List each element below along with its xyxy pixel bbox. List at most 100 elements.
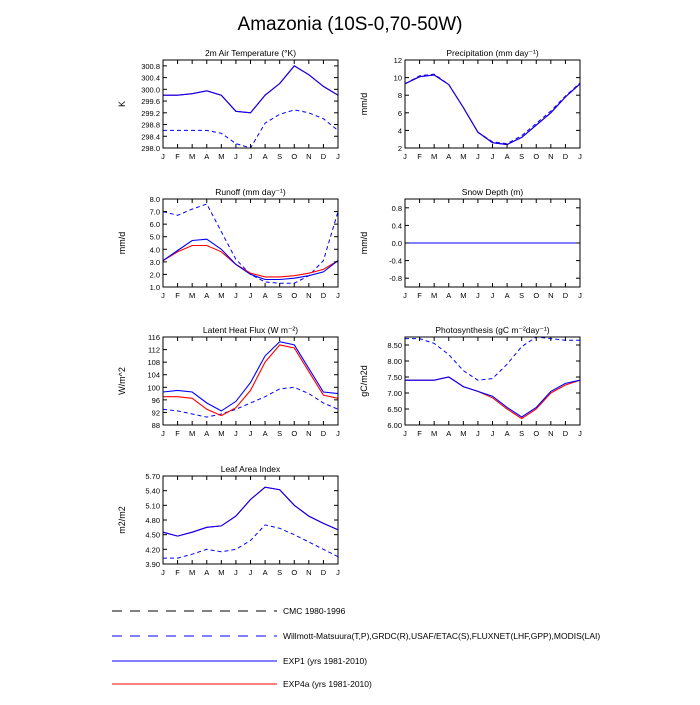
y-tick-label: 104 bbox=[147, 371, 160, 380]
series-line-obs bbox=[162, 203, 339, 284]
x-tick-label: F bbox=[175, 429, 180, 438]
x-tick-label: J bbox=[491, 291, 495, 300]
x-tick-label: M bbox=[431, 152, 437, 161]
x-tick-label: O bbox=[291, 429, 297, 438]
x-tick-label: M bbox=[431, 429, 437, 438]
x-tick-label: J bbox=[491, 152, 495, 161]
x-tick-label: J bbox=[234, 291, 238, 300]
series-line-exp4a bbox=[162, 486, 339, 537]
y-tick-label: 108 bbox=[147, 358, 160, 367]
series-line-exp1 bbox=[163, 65, 339, 114]
y-tick-label: 298.4 bbox=[141, 132, 160, 141]
x-tick-label: O bbox=[291, 568, 297, 577]
x-tick-label: J bbox=[249, 568, 253, 577]
x-tick-label: S bbox=[277, 568, 282, 577]
x-tick-label: A bbox=[505, 291, 510, 300]
x-tick-label: D bbox=[563, 429, 569, 438]
x-tick-label: J bbox=[336, 429, 340, 438]
x-tick-label: M bbox=[218, 429, 224, 438]
x-tick-label: J bbox=[491, 429, 495, 438]
plot-frame bbox=[404, 336, 581, 426]
y-tick-label: 5.40 bbox=[145, 487, 160, 496]
x-tick-label: M bbox=[460, 152, 466, 161]
y-tick-label: 5.70 bbox=[145, 472, 160, 481]
panel-title: 2m Air Temperature (°K) bbox=[205, 48, 296, 58]
x-tick-label: J bbox=[161, 429, 165, 438]
y-axis-label: mm/d bbox=[359, 232, 369, 255]
y-tick-label: -0.4 bbox=[389, 257, 402, 266]
x-tick-label: A bbox=[263, 568, 268, 577]
legend-label-cmc: CMC 1980-1996 bbox=[283, 606, 346, 616]
x-tick-label: N bbox=[548, 291, 553, 300]
panel-photosynthesis: Photosynthesis (gC m⁻²day⁻¹) gC/m2d 6.00 6.… bbox=[359, 325, 582, 438]
x-tick-label: J bbox=[476, 429, 480, 438]
panels: 2m Air Temperature (°K) K 298.0 298.4 298.8 2… bbox=[117, 48, 582, 577]
legend: CMC 1980-1996 Willmott-Matsuura(T,P),GRDC… bbox=[112, 606, 600, 689]
x-tick-label: A bbox=[204, 568, 209, 577]
y-axis-label: gC/m2d bbox=[359, 365, 369, 397]
y-tick-label: 300.8 bbox=[141, 62, 160, 71]
x-tick-label: J bbox=[161, 568, 165, 577]
y-tick-label: 100 bbox=[147, 383, 160, 392]
x-tick-label: J bbox=[476, 152, 480, 161]
y-tick-label: 4.80 bbox=[145, 516, 160, 525]
y-tick-label: 116 bbox=[148, 333, 160, 342]
x-tick-label: J bbox=[336, 568, 340, 577]
y-tick-label: 3.90 bbox=[145, 560, 160, 569]
x-tick-label: M bbox=[218, 568, 224, 577]
plot-frame bbox=[162, 59, 339, 149]
x-tick-label: J bbox=[403, 429, 407, 438]
y-tick-label: 7.00 bbox=[387, 389, 402, 398]
panel-lai: Leaf Area Index m2/m2 3.90 4.20 4.50 4.80 5.10… bbox=[117, 464, 340, 577]
panel-temperature: 2m Air Temperature (°K) K 298.0 298.4 298.8 2… bbox=[117, 48, 340, 161]
x-tick-label: F bbox=[417, 152, 422, 161]
x-tick-label: O bbox=[533, 429, 539, 438]
x-tick-label: S bbox=[277, 291, 282, 300]
series-line-exp4a bbox=[163, 65, 339, 114]
series-line-obs bbox=[404, 73, 581, 145]
x-tick-label: O bbox=[533, 291, 539, 300]
figure-title: Amazonia (10S-0,70-50W) bbox=[238, 14, 463, 35]
y-tick-label: 96 bbox=[152, 396, 160, 405]
y-tick-label: 299.6 bbox=[141, 97, 160, 106]
x-tick-label: F bbox=[417, 429, 422, 438]
y-tick-label: 112 bbox=[148, 346, 160, 355]
series-line-exp4a bbox=[162, 244, 339, 278]
x-tick-label: J bbox=[403, 291, 407, 300]
y-tick-label: 8.00 bbox=[387, 357, 402, 366]
x-tick-label: F bbox=[175, 152, 180, 161]
series-line-obs bbox=[162, 386, 339, 418]
legend-label-exp1: EXP1 (yrs 1981-2010) bbox=[283, 656, 367, 666]
x-tick-label: J bbox=[578, 152, 582, 161]
plot-frame bbox=[162, 336, 339, 426]
x-tick-label: D bbox=[321, 429, 327, 438]
x-tick-label: A bbox=[263, 429, 268, 438]
panel-title: Precipitation (mm day⁻¹) bbox=[446, 48, 539, 58]
panel-runoff: Runoff (mm day⁻¹) mm/d 1.0 2.0 3.0 4.0 5.0 6.0 7… bbox=[117, 187, 340, 300]
x-tick-label: S bbox=[519, 291, 524, 300]
y-tick-label: 10 bbox=[394, 74, 402, 83]
x-tick-label: J bbox=[476, 291, 480, 300]
x-tick-label: F bbox=[175, 568, 180, 577]
y-tick-label: 4.0 bbox=[150, 245, 160, 254]
x-tick-label: D bbox=[563, 152, 569, 161]
y-tick-label: 4.50 bbox=[145, 531, 160, 540]
x-tick-label: A bbox=[505, 429, 510, 438]
series-line-obs bbox=[163, 109, 339, 149]
x-tick-label: J bbox=[234, 429, 238, 438]
x-tick-label: J bbox=[249, 429, 253, 438]
panel-latent: Latent Heat Flux (W m⁻²) W/m^2 88 92 96 100 10… bbox=[117, 325, 340, 438]
x-tick-label: M bbox=[218, 152, 224, 161]
y-tick-label: 0.8 bbox=[392, 204, 402, 213]
series-line-exp1 bbox=[162, 238, 339, 281]
y-tick-label: 8.0 bbox=[150, 195, 160, 204]
y-tick-label: 2.0 bbox=[150, 270, 160, 279]
y-tick-label: 1.0 bbox=[150, 283, 160, 292]
x-tick-label: J bbox=[161, 291, 165, 300]
x-tick-label: N bbox=[306, 429, 311, 438]
x-tick-label: M bbox=[189, 429, 195, 438]
y-axis-label: mm/d bbox=[359, 93, 369, 116]
x-tick-label: N bbox=[548, 429, 553, 438]
x-tick-label: A bbox=[446, 152, 451, 161]
